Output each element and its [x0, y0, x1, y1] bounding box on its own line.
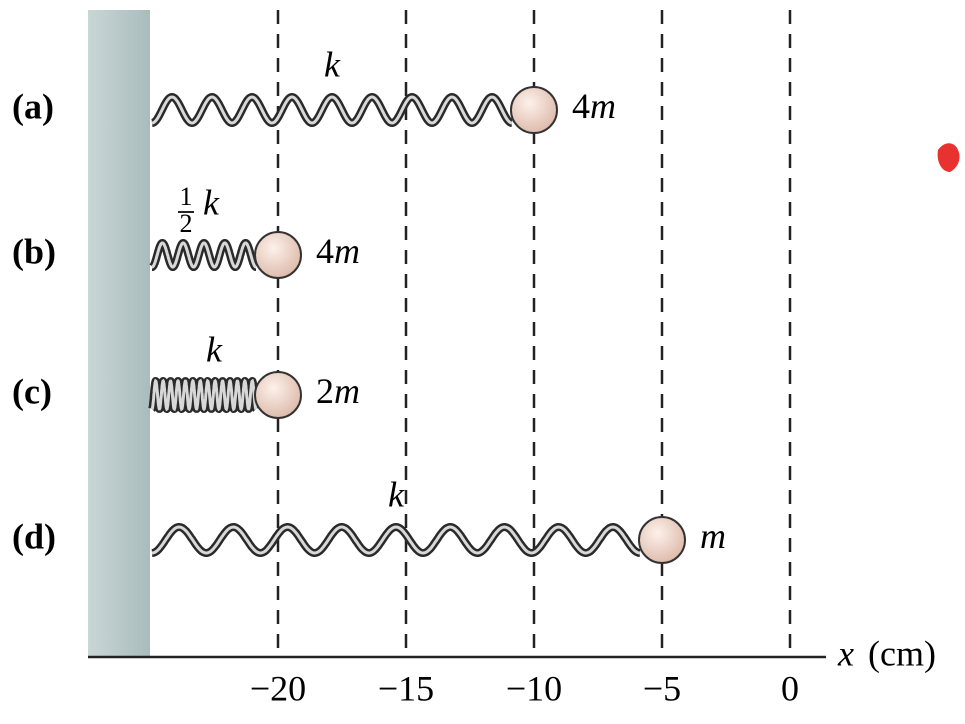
spring-constant: k — [388, 474, 405, 514]
content: −20 −15 −10 −5 0x (cm)(a)k4m(b)12k4m(c)k2m(d)… — [12, 10, 936, 708]
axis-symbol: x — [837, 633, 854, 673]
mass-label: 4m — [572, 86, 616, 126]
row-label: (d) — [12, 516, 56, 556]
tick-label: −10 — [506, 668, 562, 708]
tick-label: −15 — [378, 668, 434, 708]
axis-unit: (cm) — [868, 633, 936, 673]
mass-coefficient: 2 — [316, 371, 334, 411]
spring-constant: k — [203, 182, 220, 222]
mass-symbol: m — [334, 371, 360, 411]
fraction-numerator: 1 — [180, 182, 193, 211]
mass — [638, 516, 686, 564]
mass-symbol: m — [700, 516, 726, 556]
spring-highlight — [151, 241, 257, 269]
spring-constant: k — [324, 44, 341, 84]
wall — [88, 10, 150, 657]
tick-label: −5 — [643, 668, 681, 708]
mass-coefficient: 4 — [572, 86, 590, 126]
spring-highlight — [151, 525, 641, 555]
tick-label: −20 — [250, 668, 306, 708]
mass-symbol: m — [590, 86, 616, 126]
row-label: (a) — [12, 86, 54, 126]
spring-highlight — [150, 378, 258, 412]
mass — [254, 371, 302, 419]
mass-label: 2m — [316, 371, 360, 411]
fraction-denominator: 2 — [180, 209, 193, 238]
mass-symbol: m — [334, 231, 360, 271]
spring-constant: k — [206, 329, 223, 369]
spring-highlight — [151, 95, 513, 125]
mass-label: 4m — [316, 231, 360, 271]
red-mark — [937, 143, 960, 172]
mass — [510, 86, 558, 134]
row-label: (b) — [12, 231, 56, 271]
mass-coefficient: 4 — [316, 231, 334, 271]
mass-label: m — [700, 516, 726, 556]
mass — [254, 231, 302, 279]
tick-label: 0 — [781, 668, 799, 708]
row-label: (c) — [12, 371, 52, 411]
